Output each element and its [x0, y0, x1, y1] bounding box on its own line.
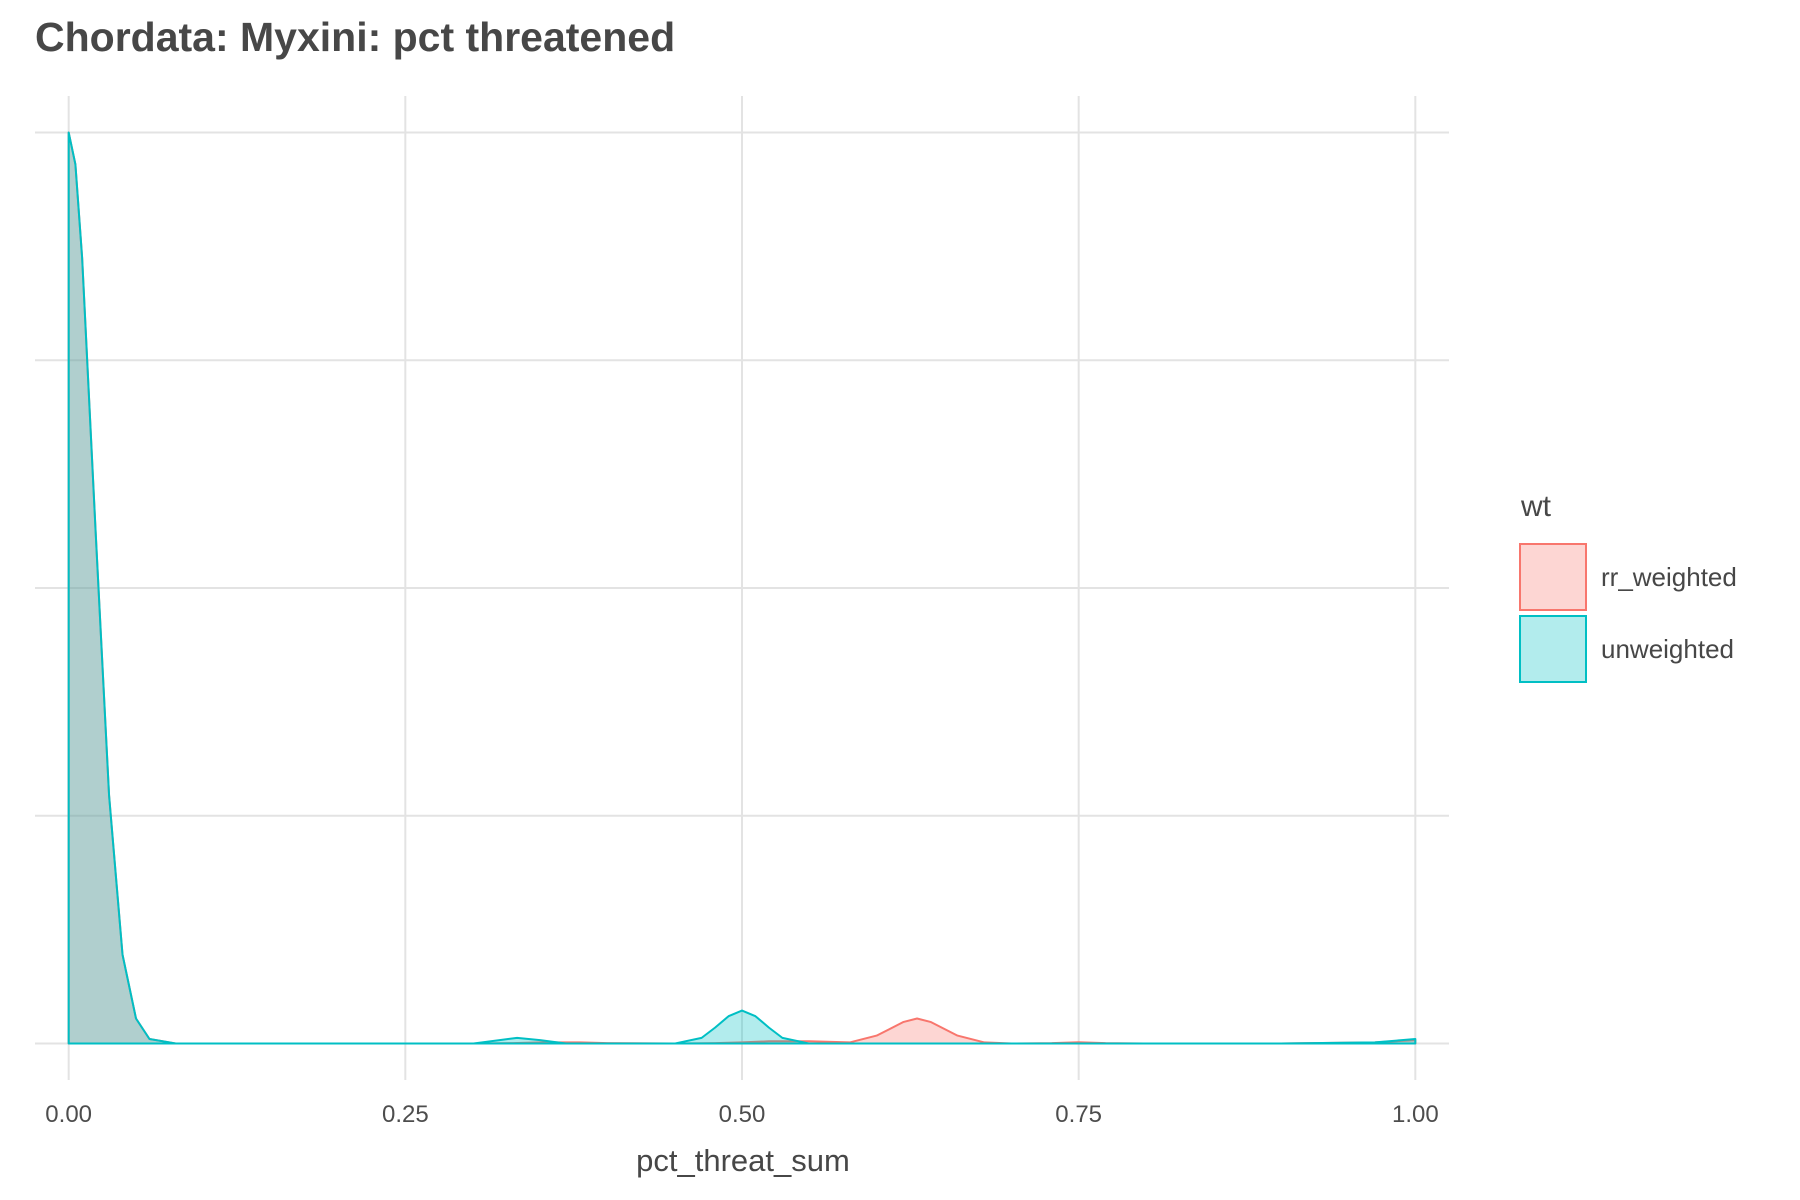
x-tick-label: 0.00 — [45, 1101, 92, 1128]
chart-title: Chordata: Myxini: pct threatened — [35, 14, 676, 60]
x-tick-label: 0.50 — [719, 1101, 766, 1128]
x-tick-label: 1.00 — [1392, 1101, 1439, 1128]
tick-layer: 0.00 0.25 0.50 0.75 1.00 — [45, 1101, 1438, 1128]
legend: wt rr_weighted unweighted — [1519, 490, 1737, 685]
legend-item-rr-weighted: rr_weighted — [1519, 541, 1737, 613]
legend-key-unweighted — [1519, 615, 1587, 683]
legend-label-unweighted: unweighted — [1601, 633, 1734, 664]
x-axis-label: pct_threat_sum — [636, 1143, 850, 1178]
x-tick-label: 0.75 — [1055, 1101, 1102, 1128]
legend-item-unweighted: unweighted — [1519, 613, 1737, 685]
density-area-unweighted — [67, 131, 1417, 1045]
grid-layer — [35, 96, 1449, 1080]
x-tick-label: 0.25 — [382, 1101, 429, 1128]
legend-title: wt — [1521, 490, 1551, 523]
legend-key-rr-weighted — [1519, 543, 1587, 611]
legend-label-rr-weighted: rr_weighted — [1601, 561, 1737, 592]
area-layer — [67, 131, 1417, 1045]
